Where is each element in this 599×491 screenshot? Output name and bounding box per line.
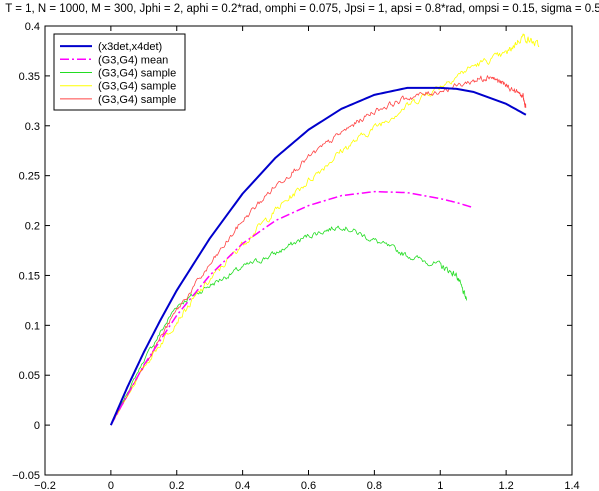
x-tick-label: 0.2 [169,480,184,491]
x-tick-label: 1 [437,480,443,491]
series-line [109,86,527,426]
x-tick-label: 0.8 [367,480,382,491]
y-tick-label: 0.1 [25,320,40,332]
y-tick-label: 0.15 [19,270,40,282]
y-tick-label: 0.05 [19,370,40,382]
x-tick-label: 0.4 [235,480,250,491]
x-tick-label: 1.2 [498,480,513,491]
legend-label: (G3,G4) sample [98,68,176,80]
y-tick-label: 0.35 [19,71,40,83]
y-tick-label: 0.3 [25,121,40,133]
chart-title: T = 1, N = 1000, M = 300, Jphi = 2, aphi… [5,3,599,15]
x-tick-label: 1.4 [564,480,579,491]
legend: (x3det,x4det)(G3,G4) mean(G3,G4) sample(… [53,33,186,111]
y-tick-label: 0.4 [25,21,40,33]
x-tick-label: −0.2 [34,480,56,491]
legend-label: (G3,G4) sample [98,94,176,106]
x-tick-label: 0 [108,480,114,491]
y-tick-label: 0.2 [25,221,40,233]
legend-label: (G3,G4) sample [98,81,176,93]
series-line [110,190,474,426]
series-line [110,33,540,426]
series-layer [109,33,540,426]
y-tick-label: 0.25 [19,171,40,183]
y-tick-label: 0 [34,420,40,432]
x-tick-label: 0.6 [301,480,316,491]
series-line [110,75,527,426]
legend-label: (G3,G4) mean [98,54,168,66]
legend-label: (x3det,x4det) [98,41,162,53]
y-tick-label: −0.05 [12,470,40,482]
axis-ticks: −0.2 0 0.2 0.4 0.6 0.8 1 1.2 1.4 −0.05 0 0.05 0.1 0.1… [12,21,579,491]
